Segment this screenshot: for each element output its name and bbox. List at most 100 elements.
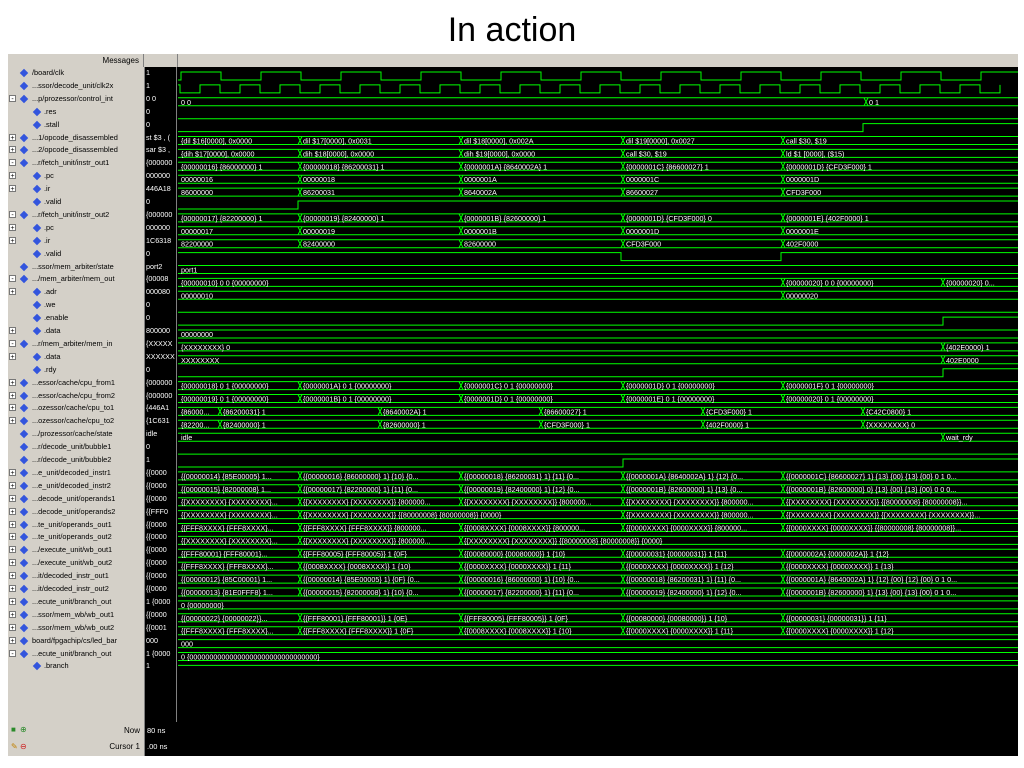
bus-transition bbox=[780, 549, 786, 558]
expand-icon[interactable]: + bbox=[9, 172, 16, 181]
signal-row[interactable]: + ...2/opcode_disassembled bbox=[8, 144, 144, 156]
expand-icon[interactable]: + bbox=[9, 327, 16, 335]
bus-transition bbox=[297, 187, 303, 197]
collapse-icon[interactable]: - bbox=[9, 94, 16, 103]
signal-row[interactable]: + ...it/decoded_instr_out2 bbox=[8, 583, 144, 595]
signal-row[interactable]: + ...e_unit/decoded_instr1 bbox=[8, 467, 144, 479]
signal-row[interactable]: + .pc bbox=[8, 170, 144, 182]
expand-icon[interactable]: + bbox=[9, 133, 16, 142]
expand-icon[interactable]: + bbox=[9, 391, 16, 400]
signal-row[interactable]: ...ssor/decode_unit/clk2x bbox=[8, 80, 144, 92]
signal-row[interactable]: - .../mem_arbiter/mem_out bbox=[8, 273, 144, 285]
signal-row[interactable]: + .../execute_unit/wb_out2 bbox=[8, 557, 144, 569]
signal-row[interactable]: .../prozessor/cache/state bbox=[8, 428, 144, 440]
expand-icon[interactable]: + bbox=[9, 236, 16, 245]
signal-row[interactable]: /board/clk bbox=[8, 67, 144, 79]
expand-icon[interactable]: + bbox=[9, 546, 16, 555]
expand-icon[interactable]: + bbox=[9, 623, 16, 632]
signal-row[interactable]: - ...p/prozessor/control_int bbox=[8, 93, 144, 105]
expand-icon[interactable]: + bbox=[9, 507, 16, 516]
signal-row[interactable]: + ...ssor/mem_wb/wb_out2 bbox=[8, 622, 144, 634]
signal-names-pane[interactable]: /board/clk ...ssor/decode_unit/clk2x - ...p… bbox=[8, 67, 145, 722]
edit-cursor-icon[interactable]: ✎ bbox=[11, 742, 18, 751]
signal-row[interactable]: + ...decode_unit/operands1 bbox=[8, 493, 144, 505]
signal-row[interactable]: .valid bbox=[8, 248, 144, 260]
signal-row[interactable]: + .pc bbox=[8, 222, 144, 234]
expand-icon[interactable]: + bbox=[9, 585, 16, 593]
expand-icon[interactable]: + bbox=[9, 572, 16, 581]
signal-value: {1C631 bbox=[146, 416, 170, 426]
signal-row[interactable]: + ...ozessor/cache/cpu_to2 bbox=[8, 415, 144, 427]
signal-row[interactable]: + .data bbox=[8, 351, 144, 363]
signal-row[interactable]: + ...ozessor/cache/cpu_to1 bbox=[8, 402, 144, 414]
expand-icon[interactable]: + bbox=[9, 494, 16, 503]
signal-row[interactable]: ...r/decode_unit/bubble1 bbox=[8, 441, 144, 453]
signal-row[interactable]: - ...r/mem_arbiter/mem_in bbox=[8, 338, 144, 350]
wave-window: Messages /board/clk ...ssor/decode_unit/c… bbox=[8, 54, 1018, 756]
add-cursor-icon[interactable]: ■ bbox=[11, 725, 16, 734]
signal-row[interactable]: .enable bbox=[8, 312, 144, 324]
collapse-icon[interactable]: - bbox=[9, 649, 16, 658]
signal-row[interactable]: + ...decode_unit/operands2 bbox=[8, 506, 144, 518]
signal-name: ...2/opcode_disassembled bbox=[32, 145, 118, 155]
signal-name: ...ssor/mem_arbiter/state bbox=[32, 261, 114, 271]
expand-icon[interactable]: + bbox=[9, 288, 16, 297]
signal-row[interactable]: + ...te_unit/operands_out2 bbox=[8, 531, 144, 543]
expand-icon[interactable]: + bbox=[9, 185, 16, 194]
signal-row[interactable]: - ...r/fetch_unit/instr_out1 bbox=[8, 157, 144, 169]
signal-row[interactable]: + ...e_unit/decoded_instr2 bbox=[8, 480, 144, 492]
signal-row[interactable]: .valid bbox=[8, 196, 144, 208]
expand-icon[interactable]: + bbox=[9, 559, 16, 568]
expand-icon[interactable]: + bbox=[9, 223, 16, 232]
signal-row[interactable]: .rdy bbox=[8, 364, 144, 376]
signal-row[interactable]: + ...it/decoded_instr_out1 bbox=[8, 570, 144, 582]
expand-icon[interactable]: + bbox=[9, 597, 16, 606]
collapse-icon[interactable]: - bbox=[9, 159, 16, 167]
bus-transition bbox=[780, 510, 786, 519]
signal-row[interactable]: .stall bbox=[8, 119, 144, 131]
bus-transition bbox=[458, 394, 464, 403]
signal-row[interactable]: ...r/decode_unit/bubble2 bbox=[8, 454, 144, 466]
signal-row[interactable]: + .../execute_unit/wb_out1 bbox=[8, 544, 144, 556]
bus-value: {0000001E} {402F0000} 1 bbox=[786, 214, 869, 223]
expand-icon[interactable]: + bbox=[9, 481, 16, 490]
signal-row[interactable]: + .ir bbox=[8, 183, 144, 195]
expand-icon[interactable]: + bbox=[9, 404, 16, 413]
collapse-icon[interactable]: - bbox=[9, 275, 16, 283]
delete-cursor-icon[interactable]: ⊖ bbox=[20, 742, 27, 751]
signal-row[interactable]: + .ir bbox=[8, 235, 144, 247]
collapse-icon[interactable]: - bbox=[9, 210, 16, 219]
expand-icon[interactable]: + bbox=[9, 417, 16, 426]
signal-row[interactable]: + ...1/opcode_disassembled bbox=[8, 132, 144, 144]
expand-icon[interactable]: + bbox=[9, 378, 16, 387]
signal-row[interactable]: ...ssor/mem_arbiter/state bbox=[8, 261, 144, 273]
expand-icon[interactable]: + bbox=[9, 146, 16, 155]
signal-value: 0 bbox=[146, 313, 150, 323]
signal-row[interactable]: .we bbox=[8, 299, 144, 311]
expand-icon[interactable]: + bbox=[9, 352, 16, 361]
signal-row[interactable]: - ...ecute_unit/branch_out bbox=[8, 648, 144, 660]
zoom-icon[interactable]: ⊕ bbox=[20, 725, 27, 734]
bus-transition bbox=[297, 394, 303, 403]
expand-icon[interactable]: + bbox=[9, 636, 16, 645]
signal-row[interactable]: .branch bbox=[8, 660, 144, 672]
signal-row[interactable]: + .data bbox=[8, 325, 144, 337]
signal-row[interactable]: + board/fpgachip/cs/led_bar bbox=[8, 635, 144, 647]
signal-row[interactable]: + ...ecute_unit/branch_out bbox=[8, 596, 144, 608]
signal-row[interactable]: + ...te_unit/operands_out1 bbox=[8, 519, 144, 531]
bus-transition bbox=[780, 523, 786, 532]
signal-row[interactable]: + ...essor/cache/cpu_from2 bbox=[8, 390, 144, 402]
waveform-pane[interactable]: 0 0 0 1 {dil $16[0000], 0x0000 dil $17[0000… bbox=[178, 54, 1018, 722]
signal-row[interactable]: - ...r/fetch_unit/instr_out2 bbox=[8, 209, 144, 221]
expand-icon[interactable]: + bbox=[9, 468, 16, 477]
expand-icon[interactable]: + bbox=[9, 533, 16, 542]
signal-value: 1 bbox=[146, 455, 150, 464]
collapse-icon[interactable]: - bbox=[9, 339, 16, 348]
bus-transition bbox=[458, 497, 464, 506]
expand-icon[interactable]: + bbox=[9, 520, 16, 529]
signal-row[interactable]: .res bbox=[8, 106, 144, 118]
signal-row[interactable]: + ...essor/cache/cpu_from1 bbox=[8, 377, 144, 389]
signal-row[interactable]: + .adr bbox=[8, 286, 144, 298]
expand-icon[interactable]: + bbox=[9, 610, 16, 619]
signal-row[interactable]: + ...ssor/mem_wb/wb_out1 bbox=[8, 609, 144, 621]
